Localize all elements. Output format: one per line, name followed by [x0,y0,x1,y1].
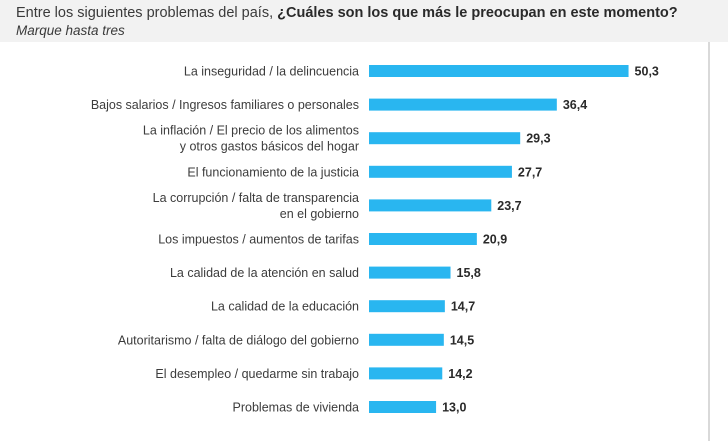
right-divider [708,42,710,441]
bar [369,401,437,413]
bar [369,367,443,380]
category-label: La inflación / El precio de los alimento… [143,124,359,154]
bar [369,65,629,77]
value-label: 27,7 [518,165,542,179]
value-label: 13,0 [442,401,466,415]
chart-title: Entre los siguientes problemas del país,… [16,5,678,21]
category-label: Problemas de vivienda [233,401,360,415]
category-label: La calidad de la educación [211,300,359,314]
value-label: 29,3 [526,132,550,146]
value-label: 14,2 [448,367,472,381]
category-label: Los impuestos / aumentos de tarifas [158,233,359,247]
bar [369,98,557,111]
value-label: 36,4 [563,98,587,112]
bar [369,266,451,279]
category-label: Autoritarismo / falta de diálogo del gob… [118,333,359,347]
bar [369,165,512,178]
category-label: Bajos salarios / Ingresos familiares o p… [91,98,359,112]
value-label: 50,3 [635,65,659,79]
value-label: 15,8 [457,266,481,280]
chart-subtitle: Marque hasta tres [16,23,125,38]
bar [369,233,477,245]
category-label: La corrupción / falta de transparencia en… [153,191,359,221]
category-label: La calidad de la atención en salud [170,266,359,280]
title-prefix: Entre los siguientes problemas del país, [16,5,278,21]
bar [369,333,444,346]
bar [369,132,521,145]
value-label: 20,9 [483,233,507,247]
value-label: 14,5 [450,333,474,347]
category-label: La inseguridad / la delincuencia [184,65,359,79]
bar [369,199,492,212]
title-question: ¿Cuáles son los que más le preocupan en … [277,5,678,21]
value-label: 14,7 [451,300,475,314]
chart-header: Entre los siguientes problemas del país,… [0,0,728,42]
value-label: 23,7 [497,199,521,213]
bar [369,300,445,313]
category-label: El desempleo / quedarme sin trabajo [155,367,359,381]
category-label: El funcionamiento de la justicia [187,165,359,179]
